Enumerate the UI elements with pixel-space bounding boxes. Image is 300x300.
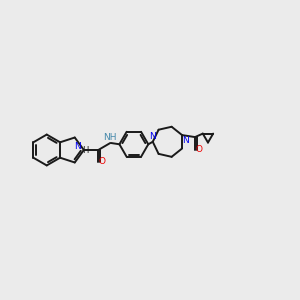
Text: NH: NH bbox=[103, 133, 117, 142]
Text: N: N bbox=[149, 132, 156, 141]
Text: N: N bbox=[182, 136, 188, 145]
Text: O: O bbox=[99, 158, 106, 166]
Text: N: N bbox=[74, 142, 81, 151]
Text: H: H bbox=[82, 146, 88, 155]
Text: O: O bbox=[196, 145, 202, 154]
